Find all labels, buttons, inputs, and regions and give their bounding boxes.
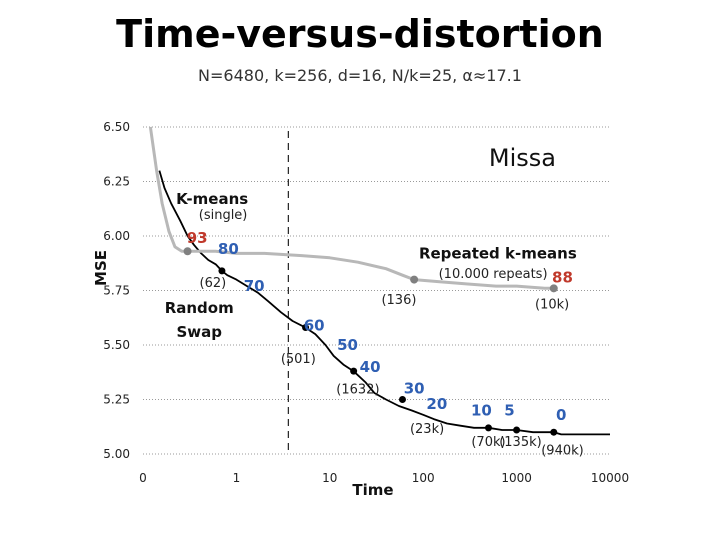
series-markers bbox=[183, 247, 558, 436]
random-swap-marker-3 bbox=[218, 267, 226, 275]
annotation-label: 20 bbox=[426, 395, 447, 413]
series-line-random-swap bbox=[158, 170, 610, 436]
annotation-label: (501) bbox=[281, 352, 316, 367]
annotation-label: Swap bbox=[176, 323, 222, 341]
annotation-label: 50 bbox=[337, 336, 358, 354]
y-tick-label: 5.75 bbox=[103, 284, 130, 298]
y-axis-title: MSE bbox=[92, 250, 110, 286]
annotation-label: (940k) bbox=[541, 444, 584, 459]
annotation-label: 5 bbox=[504, 401, 514, 419]
random-swap-marker-7 bbox=[484, 424, 492, 432]
annotation-label: (1632) bbox=[336, 383, 379, 398]
x-tick-label: 10000 bbox=[591, 471, 629, 485]
repeated-kmeans-marker-0 bbox=[183, 247, 192, 256]
annotation-label: 0 bbox=[556, 406, 566, 424]
annotation-label: 40 bbox=[360, 358, 381, 376]
random-swap-marker-4 bbox=[302, 324, 310, 332]
x-tick-label: 0 bbox=[139, 471, 147, 485]
annotation-label: (136) bbox=[381, 293, 416, 308]
x-tick-label: 100 bbox=[412, 471, 435, 485]
axes: 5.005.255.505.756.006.256.500 1 10 100 1000 1… bbox=[92, 120, 629, 499]
annotation-label: (70k) bbox=[471, 435, 505, 450]
annotation-label: 88 bbox=[552, 268, 573, 286]
y-tick-label: 5.25 bbox=[103, 393, 130, 407]
annotation-label: 70 bbox=[244, 277, 265, 295]
annotation-label: Repeated k-means bbox=[419, 244, 577, 262]
annotation-label: (10.000 repeats) bbox=[439, 267, 548, 282]
annotation-label: 80 bbox=[218, 240, 239, 258]
annotation-label: (single) bbox=[199, 208, 248, 223]
annotation-label: 93 bbox=[187, 229, 208, 247]
y-tick-label: 6.50 bbox=[103, 120, 130, 134]
x-axis-title: Time bbox=[352, 481, 393, 499]
x-tick-label: 1 bbox=[233, 471, 241, 485]
grid-lines bbox=[143, 126, 610, 455]
random-swap-marker-8 bbox=[513, 426, 521, 434]
y-tick-label: 6.00 bbox=[103, 229, 130, 243]
y-tick-label: 6.25 bbox=[103, 175, 130, 189]
annotation-label: 60 bbox=[304, 316, 325, 334]
repeated-kmeans-marker-1 bbox=[410, 275, 419, 284]
random-swap-marker-9 bbox=[550, 428, 558, 436]
series-line-repeated-kmeans bbox=[148, 126, 554, 290]
y-tick-label: 5.50 bbox=[103, 338, 130, 352]
random-swap-marker-6 bbox=[398, 396, 406, 403]
slide-subtitle: N=6480, k=256, d=16, N/k=25, α≈17.1 bbox=[198, 66, 522, 85]
annotation-label: (10k) bbox=[535, 298, 569, 313]
annotation-label: Random bbox=[165, 299, 234, 317]
annotation-label: 10 bbox=[471, 401, 492, 419]
annotation-label: (62) bbox=[200, 276, 227, 291]
annotation-label: (135k) bbox=[499, 435, 542, 450]
x-tick-label: 1000 bbox=[501, 471, 532, 485]
repeated-kmeans-marker-2 bbox=[549, 284, 558, 293]
annotation-label: (23k) bbox=[410, 422, 444, 437]
chart-title: Missa bbox=[489, 144, 556, 172]
x-tick-label: 10 bbox=[322, 471, 337, 485]
series-lines bbox=[148, 126, 610, 436]
slide-title: Time-versus-distortion bbox=[116, 12, 604, 56]
annotation-label: 30 bbox=[404, 380, 425, 398]
y-tick-label: 5.00 bbox=[103, 447, 130, 461]
random-swap-marker-5 bbox=[350, 367, 358, 375]
annotation-label: K-means bbox=[176, 190, 248, 208]
